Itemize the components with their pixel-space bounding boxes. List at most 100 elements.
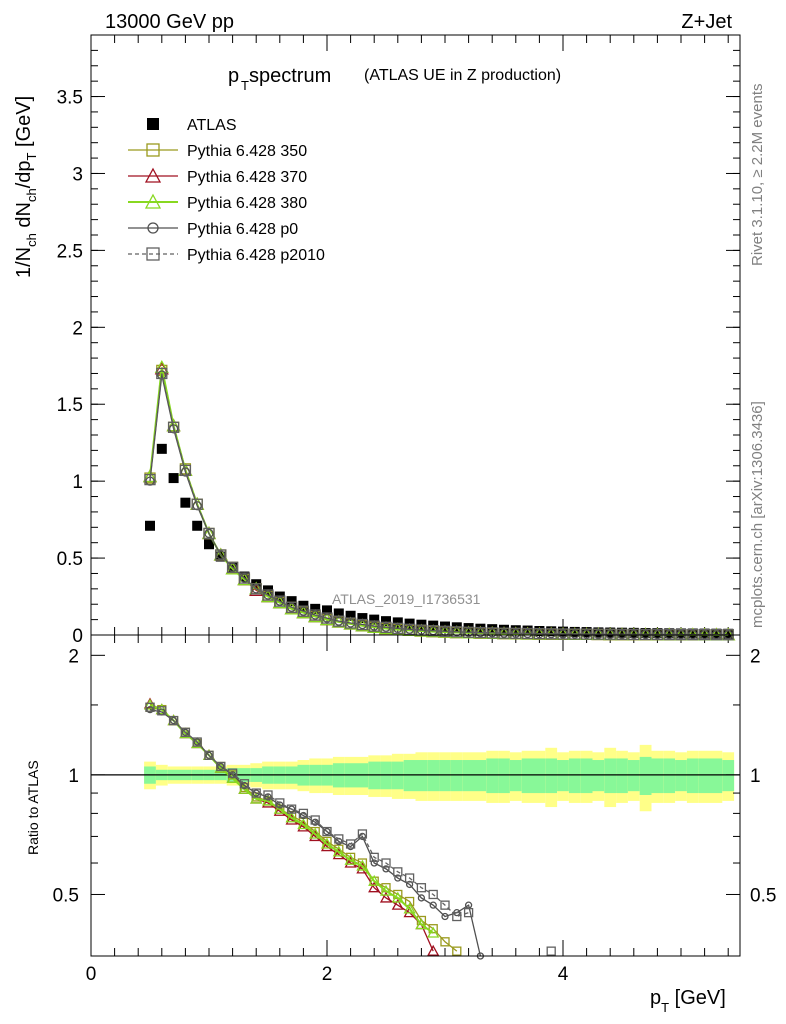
legend-marker (147, 222, 159, 234)
ratio-point-4 (145, 702, 155, 712)
xtick-label: 4 (558, 964, 569, 985)
ratio-point-4 (275, 798, 285, 808)
ratio-band-inner (427, 760, 440, 792)
ratio-point-3 (146, 705, 154, 714)
main-point-5 (510, 627, 522, 639)
main-ytick-label: 3.5 (57, 88, 83, 109)
ratio-point-4 (369, 852, 379, 863)
main-point-0 (168, 473, 179, 484)
main-point-0 (333, 608, 344, 619)
ratio-point-0 (440, 937, 450, 947)
ratio-point-1 (391, 898, 404, 910)
main-point-5 (333, 615, 345, 627)
ratio-point-3 (299, 811, 308, 820)
ratio-ytick-label: 0.5 (53, 885, 79, 906)
ratio-point-3 (181, 728, 190, 736)
ratio-point-4 (463, 907, 474, 918)
ratio-point-3 (441, 912, 449, 921)
legend-label: ATLAS (187, 117, 237, 134)
main-point-5 (380, 621, 392, 633)
main-point-4 (263, 590, 273, 600)
main-point-5 (486, 627, 498, 639)
ratio-point-4 (357, 829, 368, 839)
ratio-point-4 (404, 873, 415, 883)
ratio-point-4 (263, 790, 273, 800)
main-point-5 (274, 595, 286, 607)
ratio-band-inner (439, 760, 451, 792)
ratio-point-2 (427, 926, 440, 938)
main-point-5 (238, 572, 251, 584)
ratio-band-inner (604, 758, 617, 794)
ratio-point-2 (356, 859, 369, 871)
ratio-point-0 (452, 946, 462, 956)
ratio-point-3 (311, 818, 319, 826)
ratio-point-2 (297, 818, 310, 830)
main-point-0 (510, 625, 521, 636)
main-point-0 (652, 628, 663, 639)
main-point-5 (439, 625, 451, 637)
ratio-point-1 (379, 891, 393, 903)
ratio-band-inner (474, 760, 487, 792)
ratio-point-2 (368, 874, 381, 886)
ratio-band-inner (722, 760, 735, 792)
main-point-5 (521, 627, 534, 640)
main-point-4 (640, 629, 651, 640)
main-point-0 (192, 520, 203, 531)
ratio-series-line (149, 703, 434, 952)
ratio-point-4 (381, 858, 391, 868)
main-point-5 (309, 609, 321, 621)
main-ytick-label: 1 (72, 472, 83, 493)
main-point-5 (179, 464, 192, 477)
ratio-ytick-label-right: 0.5 (750, 885, 776, 906)
ratio-point-3 (394, 874, 402, 882)
legend-marker (146, 247, 160, 261)
legend-marker (144, 167, 162, 183)
plot-title: p T spectrum (ATLAS UE in Z production) (228, 65, 561, 93)
ratio-point-3 (217, 762, 225, 771)
main-point-5 (203, 527, 215, 540)
main-point-5 (144, 473, 156, 486)
ratio-point-4 (452, 911, 462, 922)
main-point-5 (285, 601, 298, 613)
legend-label: Pythia 6.428 p2010 (187, 247, 325, 264)
ratio-point-4 (393, 867, 403, 877)
main-point-0 (180, 497, 191, 508)
ratio-ytick-label: 2 (68, 646, 79, 667)
main-point-5 (462, 626, 475, 638)
ratio-band-inner (533, 758, 546, 794)
main-point-5 (368, 620, 380, 632)
main-point-0 (310, 603, 321, 614)
main-point-4 (310, 610, 320, 620)
ratio-point-2 (332, 845, 345, 857)
ratio-point-0 (404, 896, 415, 907)
main-point-5 (226, 561, 239, 573)
process-label: Z+Jet (681, 11, 732, 33)
ratio-band-inner (509, 760, 522, 792)
ratio-point-3 (429, 901, 437, 909)
main-point-0 (204, 539, 214, 550)
main-point-5 (297, 605, 310, 617)
main-point-5 (580, 628, 593, 640)
main-point-0 (569, 626, 580, 637)
main-point-4 (381, 622, 391, 632)
ratio-band-inner (450, 760, 463, 792)
main-point-5 (344, 617, 357, 629)
main-ytick-label: 2 (72, 318, 83, 339)
main-point-4 (239, 573, 250, 583)
ratio-point-2 (143, 698, 157, 710)
mcplots-label: mcplots.cern.ch [arXiv:1306.3436] (749, 401, 766, 628)
ratio-point-4 (428, 889, 438, 900)
main-point-5 (651, 628, 664, 641)
main-point-0 (723, 628, 734, 639)
title-sub: T (241, 78, 249, 93)
title-main: p (228, 65, 239, 87)
main-point-5 (569, 628, 581, 640)
legend-marker (146, 143, 160, 157)
x-axis-title: pT [GeV] (650, 987, 726, 1015)
ratio-point-4 (239, 779, 250, 789)
ratio-ytick-label: 1 (68, 766, 79, 787)
ratio-band-inner (462, 760, 475, 792)
main-point-0 (676, 628, 686, 639)
ratio-band-inner (616, 758, 628, 794)
ratio-point-2 (261, 794, 275, 806)
